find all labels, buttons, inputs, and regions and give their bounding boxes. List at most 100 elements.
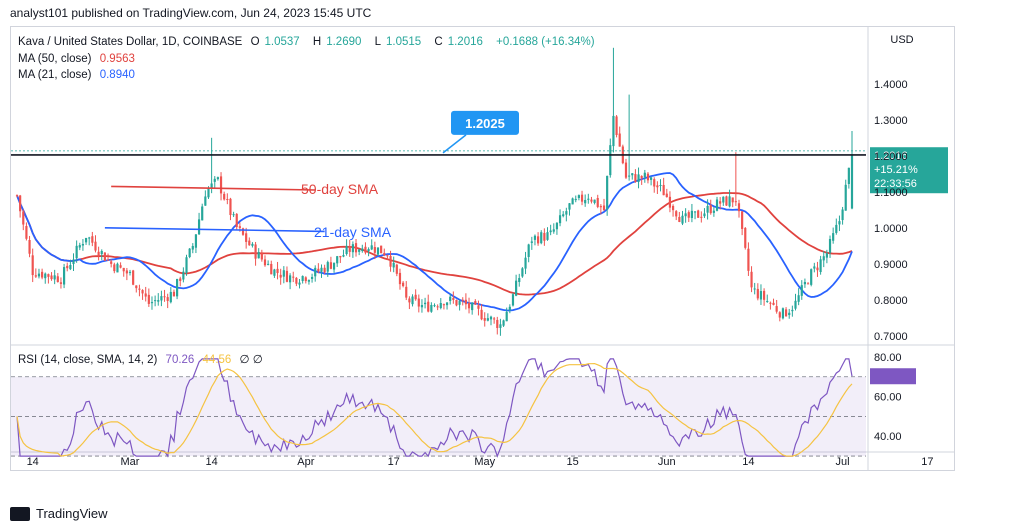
candle-body bbox=[527, 244, 530, 257]
candle-body bbox=[417, 298, 420, 307]
candle-body bbox=[420, 305, 424, 308]
candle-body bbox=[452, 298, 455, 300]
candle-body bbox=[653, 179, 656, 187]
candle-body bbox=[737, 203, 741, 212]
candle-body bbox=[84, 237, 88, 243]
candle-body bbox=[78, 245, 81, 248]
candle-body bbox=[345, 245, 348, 255]
candle-body bbox=[37, 273, 41, 277]
candle-body bbox=[207, 188, 210, 198]
candle-body bbox=[342, 255, 345, 257]
candle-body bbox=[238, 226, 241, 228]
candle-body bbox=[336, 256, 339, 264]
ma50-value: 0.9563 bbox=[99, 53, 135, 65]
candle-body bbox=[449, 296, 452, 301]
ma21-value: 0.8940 bbox=[99, 69, 135, 81]
candle-body bbox=[91, 236, 94, 243]
candle-body bbox=[226, 199, 229, 200]
candle-body bbox=[141, 290, 144, 294]
candle-body bbox=[784, 309, 788, 317]
candle-body bbox=[533, 235, 537, 240]
candle-body bbox=[314, 267, 317, 277]
candle-body bbox=[577, 195, 580, 198]
candle-body bbox=[213, 178, 216, 182]
candle-body bbox=[56, 276, 59, 282]
candle-body bbox=[599, 206, 602, 208]
candle-body bbox=[819, 259, 822, 273]
time-tick-label: 17 bbox=[921, 456, 933, 468]
candle-body bbox=[414, 294, 417, 300]
price-tick-label: 0.8000 bbox=[874, 295, 908, 307]
candle-body bbox=[373, 247, 376, 253]
candle-body bbox=[364, 246, 367, 253]
candle-body bbox=[775, 306, 778, 312]
price-badge-change: +15.21% bbox=[874, 164, 918, 176]
candle-body bbox=[41, 271, 44, 278]
candle-body bbox=[521, 268, 524, 277]
candle-body bbox=[709, 205, 712, 214]
candle-body bbox=[637, 174, 640, 183]
candle-body bbox=[562, 214, 565, 217]
candle-body bbox=[634, 174, 637, 182]
candle-body bbox=[530, 241, 533, 243]
candle-body bbox=[361, 248, 364, 252]
candle-body bbox=[684, 213, 687, 217]
candle-body bbox=[584, 199, 587, 204]
candle-body bbox=[656, 185, 659, 188]
candle-body bbox=[34, 275, 37, 277]
candle-body bbox=[339, 255, 342, 258]
candle-body bbox=[348, 246, 351, 252]
candle-body bbox=[194, 234, 198, 248]
candle-body bbox=[628, 175, 631, 177]
candle-body bbox=[132, 270, 135, 285]
candle-body bbox=[166, 297, 169, 301]
candle-body bbox=[310, 276, 314, 279]
candle-body bbox=[197, 219, 201, 235]
candle-body bbox=[816, 267, 819, 271]
price-tick-label: 1.4000 bbox=[874, 79, 908, 91]
rsi-legend[interactable]: RSI (14, close, SMA, 14, 2) 70.26 44.56 … bbox=[18, 352, 268, 366]
candle-body bbox=[260, 253, 263, 260]
time-tick-label: Apr bbox=[297, 456, 314, 468]
candle-body bbox=[69, 264, 72, 270]
candle-body bbox=[235, 213, 238, 228]
candle-body bbox=[113, 264, 116, 272]
tradingview-logo-icon bbox=[10, 506, 30, 521]
candle-body bbox=[612, 115, 615, 147]
candle-body bbox=[580, 194, 584, 202]
candle-body bbox=[841, 209, 844, 221]
candle-body bbox=[172, 291, 176, 297]
time-tick-label: Jul bbox=[836, 456, 850, 468]
tradingview-footer[interactable]: TradingView bbox=[10, 506, 108, 521]
candle-body bbox=[358, 249, 361, 252]
chart-area[interactable]: 1.2025 50-day SMA 21-day SMA 1.2016 +15.21% 2… bbox=[10, 26, 955, 471]
candle-body bbox=[741, 211, 744, 229]
candle-body bbox=[53, 275, 56, 280]
candle-body bbox=[66, 265, 69, 269]
candle-body bbox=[609, 145, 612, 176]
candle-body bbox=[445, 302, 449, 306]
candle-body bbox=[182, 271, 185, 280]
candle-body bbox=[747, 248, 750, 271]
ma50-label: MA (50, close) bbox=[18, 53, 92, 65]
candle-body bbox=[568, 203, 571, 210]
candle-body bbox=[646, 173, 650, 181]
currency-label: USD bbox=[890, 34, 913, 46]
ma21-legend[interactable]: MA (21, close) 0.8940 bbox=[18, 69, 140, 81]
candle-body bbox=[518, 278, 521, 283]
ma50-legend[interactable]: MA (50, close) 0.9563 bbox=[18, 53, 140, 65]
candle-body bbox=[590, 199, 593, 202]
candle-body bbox=[276, 268, 279, 274]
candle-body bbox=[19, 195, 22, 212]
price-chart-svg[interactable]: 1.2025 50-day SMA 21-day SMA 1.2016 +15.21% 2… bbox=[11, 27, 954, 470]
candle-body bbox=[675, 211, 678, 217]
candle-body bbox=[201, 206, 204, 221]
candle-body bbox=[251, 243, 254, 246]
candle-body bbox=[502, 320, 505, 326]
candle-body bbox=[282, 270, 285, 277]
candle-body bbox=[273, 269, 276, 276]
candle-body bbox=[803, 281, 807, 285]
candle-body bbox=[263, 259, 267, 266]
candle-body bbox=[750, 271, 753, 288]
candle-body bbox=[769, 302, 772, 304]
